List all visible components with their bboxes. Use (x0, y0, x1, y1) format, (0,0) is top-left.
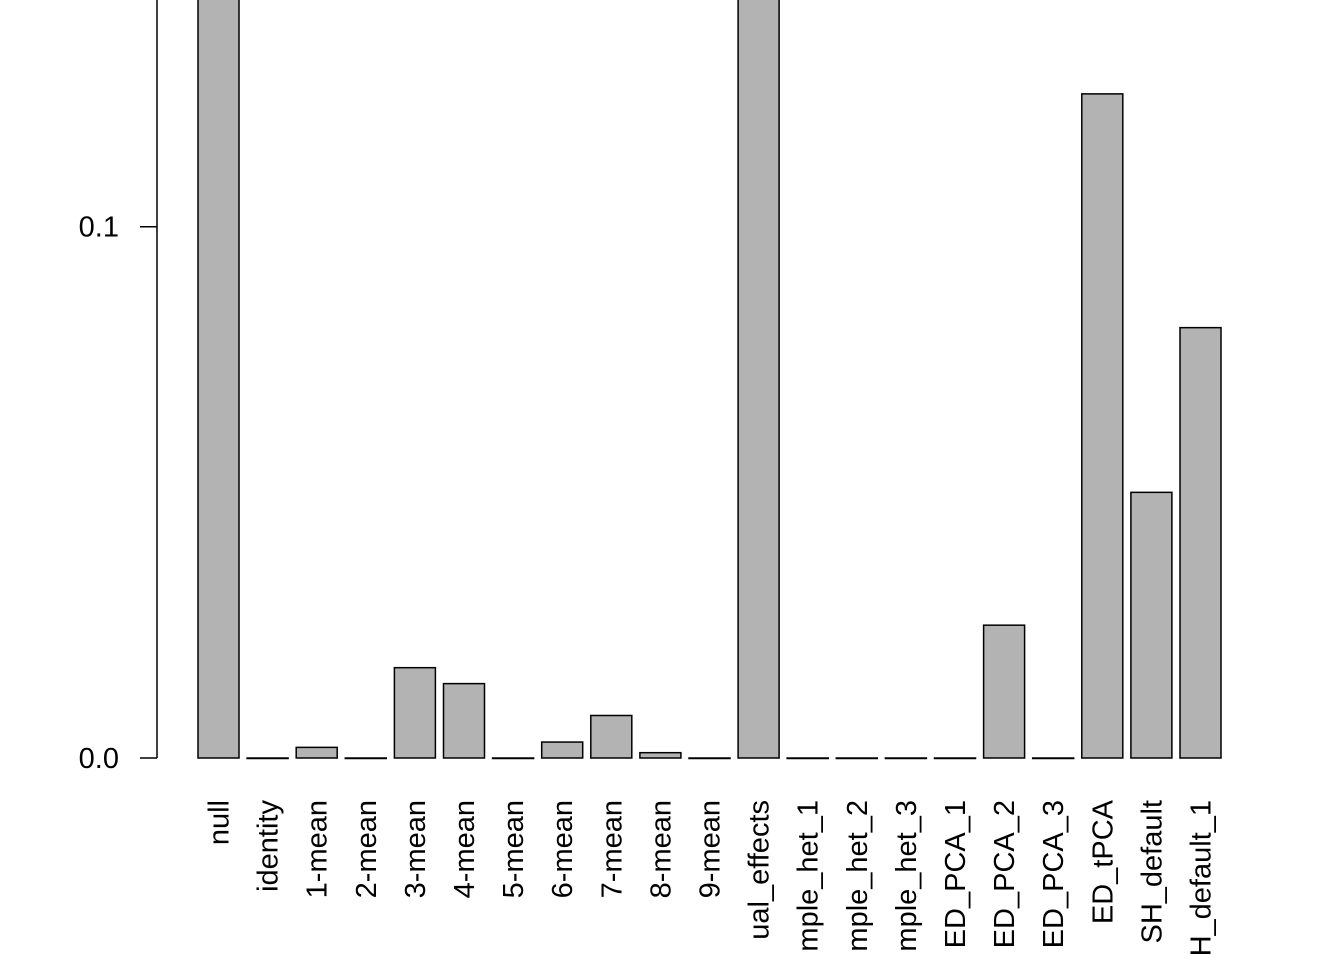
x-tick-label: SH_default (1136, 800, 1168, 944)
x-tick-label: ual_effects (744, 800, 776, 940)
x-tick-label: mple_het_1 (793, 800, 825, 952)
x-tick-label: ED_PCA_3 (1038, 800, 1070, 948)
bar-mple_het_3 (884, 757, 928, 760)
x-tick-label: 7-mean (596, 800, 628, 898)
x-tick-label: ED_PCA_1 (940, 800, 972, 948)
bar-mple_het_1 (786, 757, 829, 760)
x-tick-label: 2-mean (351, 800, 383, 898)
bar-8-mean (639, 751, 682, 759)
y-tick-label: 0.1 (79, 212, 119, 244)
bar-ual_effects (737, 0, 780, 759)
bar-SH_default (1130, 491, 1173, 759)
bars (197, 0, 1222, 760)
bar-ED_PCA_1 (933, 757, 977, 760)
bar-ED_PCA_3 (1031, 757, 1075, 760)
bar-6-mean (540, 741, 584, 759)
bar-ED_tPCA (1081, 93, 1124, 759)
bar-7-mean (590, 714, 633, 759)
x-tick-label: mple_het_2 (842, 800, 874, 952)
x-tick-label: 3-mean (400, 800, 432, 898)
x-tick-label: ED_tPCA (1087, 799, 1119, 924)
bar-ED_PCA_2 (982, 624, 1026, 759)
bar-null (197, 0, 240, 759)
x-tick-label: 4-mean (449, 800, 481, 898)
x-tick-label: identity (253, 800, 285, 892)
y-axis: 0.00.10.20.30.4 (79, 0, 158, 775)
x-tick-label: 8-mean (645, 800, 677, 898)
x-axis-labels: null identity 1-mean 2-mean 3-mean 4-mean 5-me… (204, 799, 1218, 956)
bar-H_default_1 (1179, 326, 1222, 759)
x-tick-label: ED_PCA_2 (989, 800, 1021, 948)
bar-identity (246, 757, 289, 760)
x-tick-label: mple_het_3 (891, 800, 923, 952)
x-tick-label: 9-mean (695, 800, 727, 898)
bar-9-mean (688, 757, 731, 760)
x-tick-label: H_default_1 (1186, 800, 1218, 956)
bar-4-mean (442, 682, 486, 759)
x-tick-label: 1-mean (302, 800, 334, 898)
bar-mple_het_2 (835, 757, 879, 760)
x-tick-label: null (204, 800, 236, 845)
bar-2-mean (344, 757, 388, 760)
x-tick-label: 5-mean (498, 800, 530, 898)
bar-1-mean (295, 746, 338, 759)
bar-3-mean (393, 666, 437, 759)
bar-5-mean (491, 757, 535, 760)
x-tick-label: 6-mean (547, 800, 579, 898)
y-tick-label: 0.0 (79, 743, 119, 775)
